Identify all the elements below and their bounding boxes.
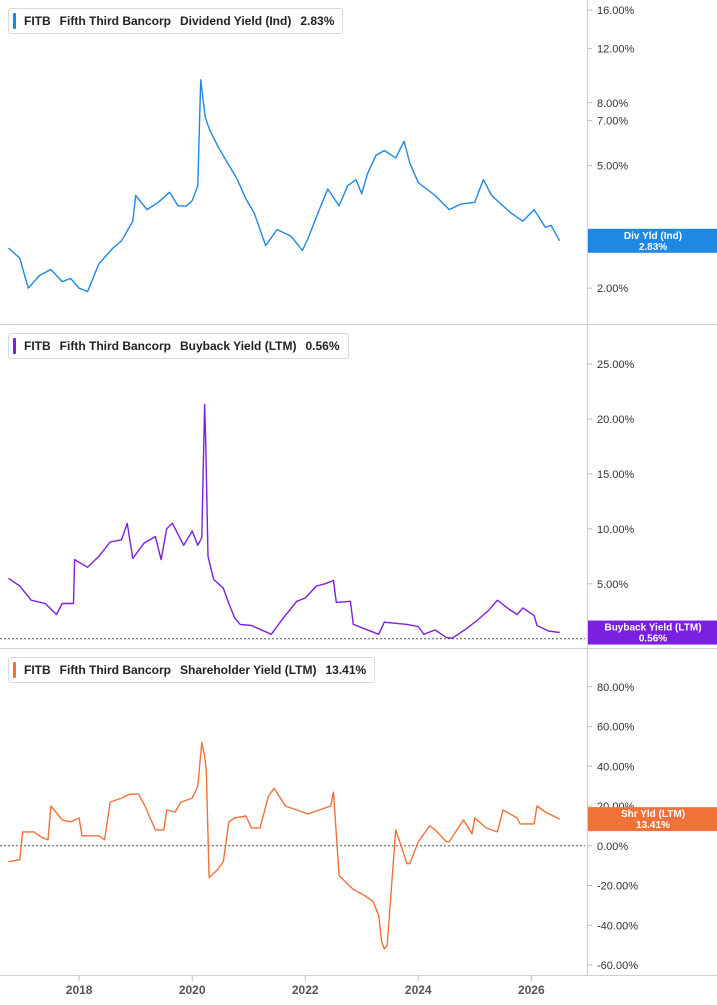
x-tick-label: 2020 [179,983,206,997]
legend-ticker: FITB [24,339,51,353]
x-tick-label: 2018 [66,983,93,997]
legend-swatch [13,13,16,29]
legend-company: Fifth Third Bancorp [59,339,171,353]
legend-ticker: FITB [24,663,51,677]
legend-ticker: FITB [24,14,51,28]
legend-value: 2.83% [300,14,335,28]
badge-label: Shr Yld (LTM) [621,809,685,820]
legend-company: Fifth Third Bancorp [59,663,171,677]
legend-buyback-yield: FITB Fifth Third Bancorp Buyback Yield (… [8,333,349,359]
badge-background [588,807,717,832]
badge-label: Div Yld (Ind) [624,231,682,242]
legend-metric: Shareholder Yield (LTM) [180,663,317,677]
x-tick-label: 2022 [292,983,319,997]
y-tick-label: 10.00% [597,524,635,536]
y-tick-label: -20.00% [597,881,638,893]
badge-background [588,228,717,253]
badge-label: Buyback Yield (LTM) [604,623,701,634]
y-tick-label: 0.00% [597,841,628,853]
legend-swatch [13,338,16,354]
legend-swatch [13,662,16,678]
y-tick-label: 80.00% [597,682,635,694]
y-tick-label: 12.00% [597,44,635,56]
y-tick-label: 15.00% [597,469,635,481]
y-tick-label: 5.00% [597,161,628,173]
current-value-badge: Buyback Yield (LTM)0.56% [588,620,717,645]
y-tick-label: 16.00% [597,5,635,17]
y-tick-label: 7.00% [597,116,628,128]
x-tick-label: 2024 [405,983,432,997]
badge-background [588,620,717,645]
y-tick-label: -60.00% [597,960,638,972]
legend-value: 13.41% [325,663,367,677]
y-tick-label: 40.00% [597,761,635,773]
legend-metric: Buyback Yield (LTM) [180,339,297,353]
y-tick-label: -40.00% [597,920,638,932]
current-value-badge: Shr Yld (LTM)13.41% [588,807,717,832]
y-tick-label: 2.00% [597,283,628,295]
y-tick-label: 60.00% [597,722,635,734]
badge-value: 13.41% [636,820,670,831]
series-line [8,403,560,639]
y-tick-label: 5.00% [597,579,628,591]
legend-company: Fifth Third Bancorp [59,14,171,28]
series-line [8,79,561,293]
y-tick-label: 25.00% [597,359,635,371]
legend-value: 0.56% [305,339,340,353]
current-value-badge: Div Yld (Ind)2.83% [588,228,717,253]
badge-value: 0.56% [639,634,667,645]
legend-dividend-yield: FITB Fifth Third Bancorp Dividend Yield … [8,8,344,34]
y-tick-label: 8.00% [597,98,628,110]
legend-shareholder-yield: FITB Fifth Third Bancorp Shareholder Yie… [8,657,376,683]
y-tick-label: 20.00% [597,414,635,426]
series-line [8,741,560,950]
legend-metric: Dividend Yield (Ind) [180,14,292,28]
badge-value: 2.83% [639,242,667,253]
x-tick-label: 2026 [518,983,545,997]
